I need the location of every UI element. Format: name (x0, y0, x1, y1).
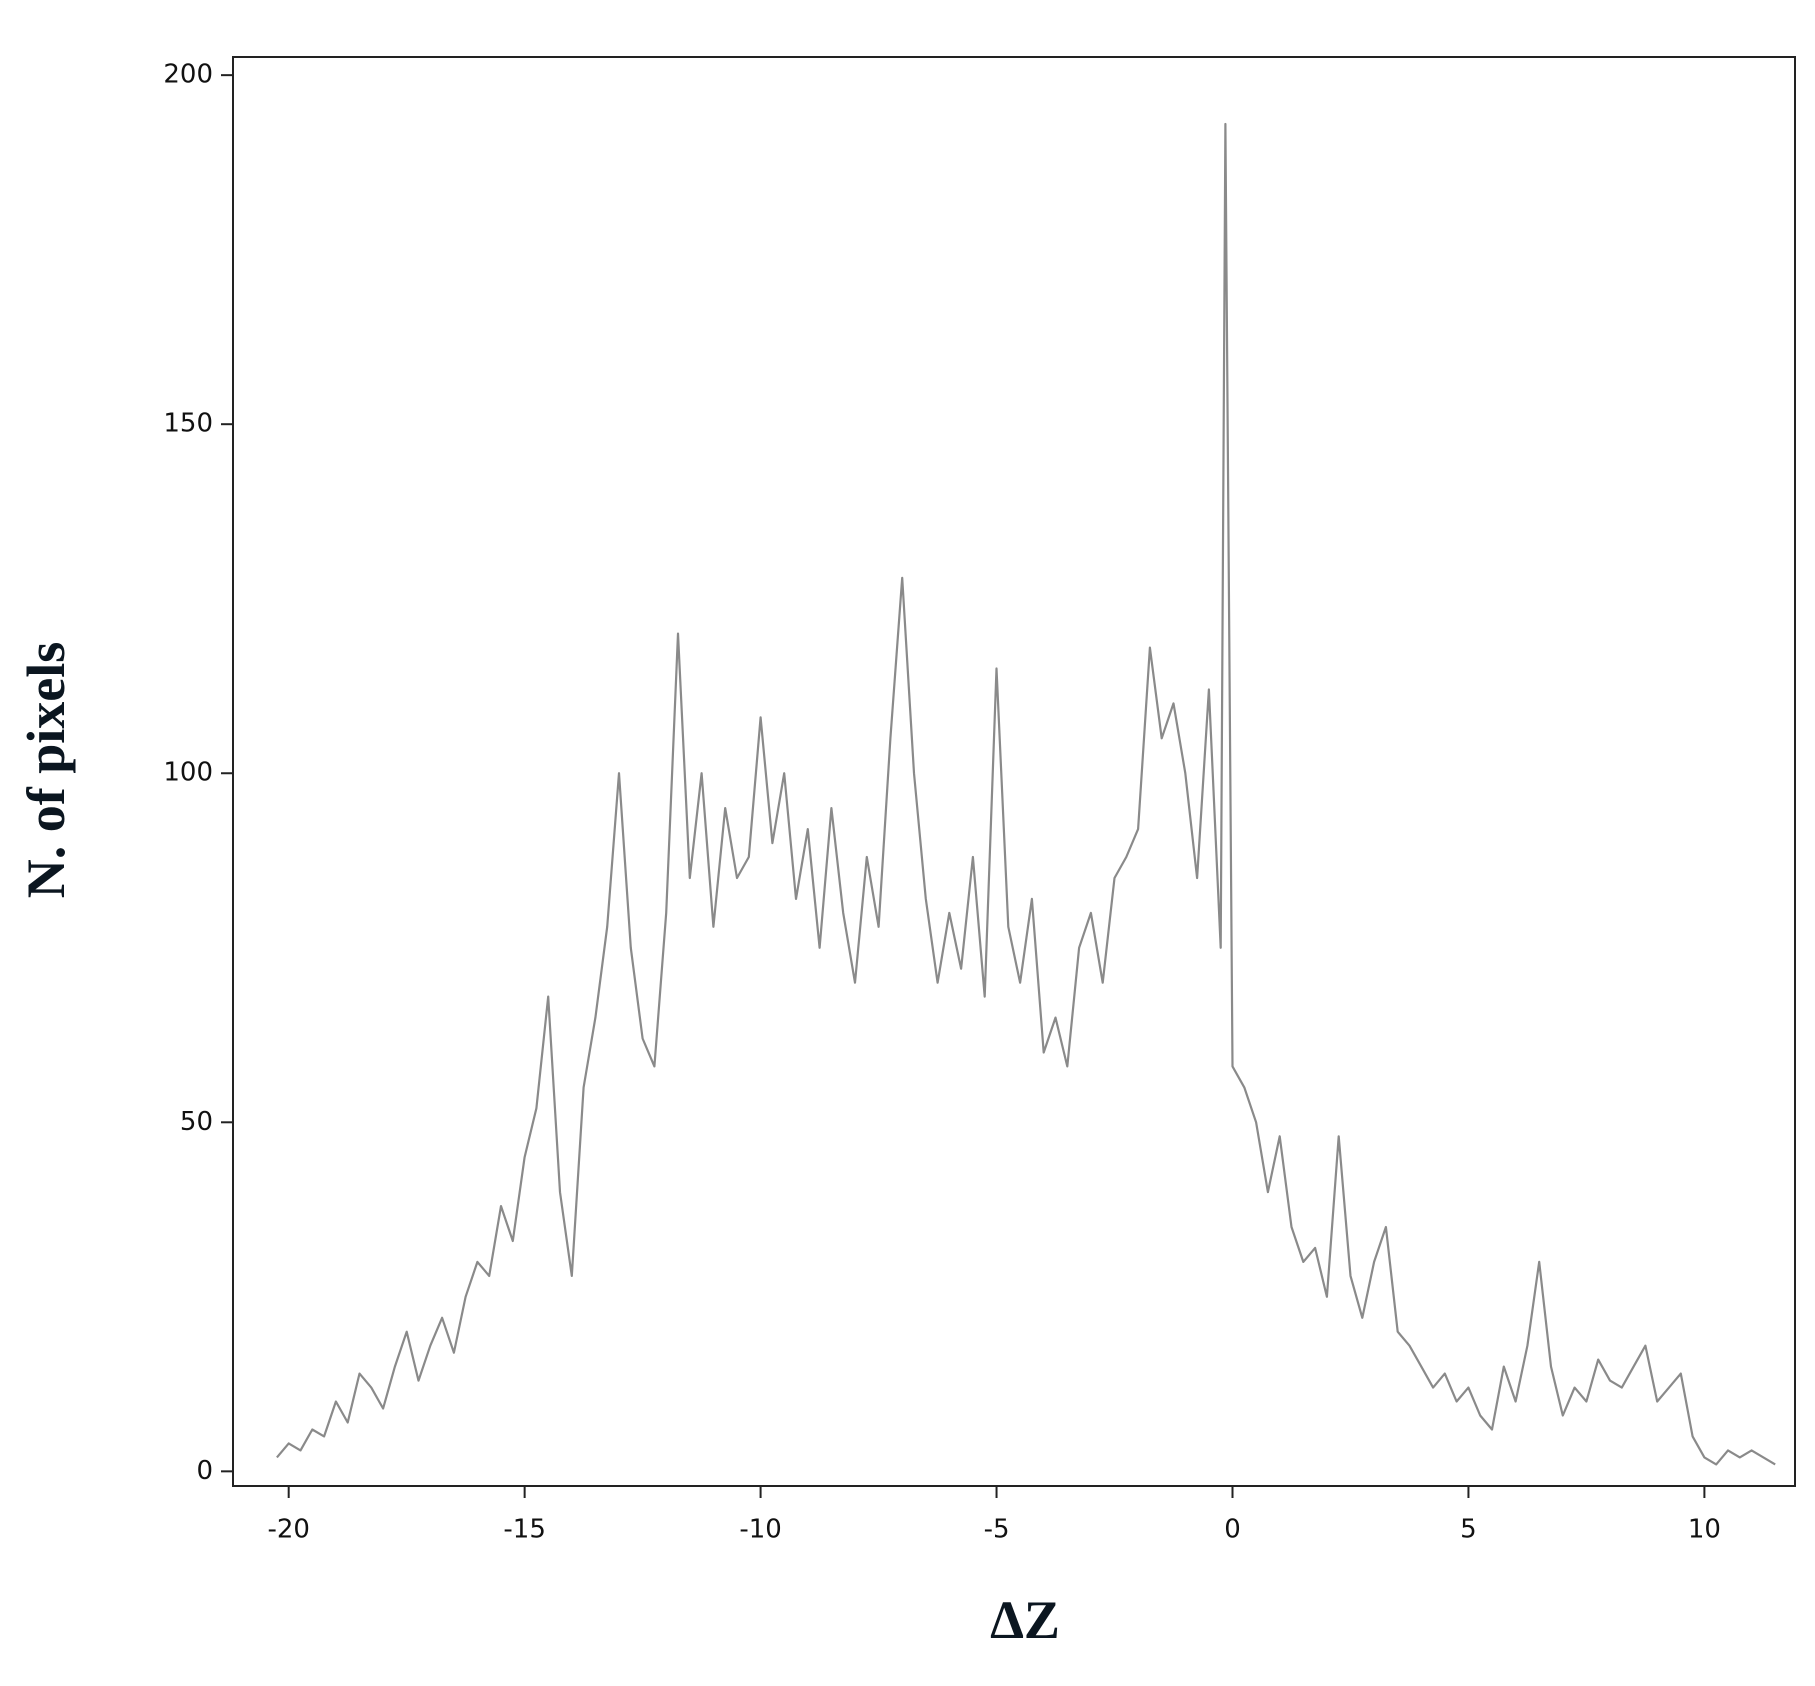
y-tick-label: 100 (163, 758, 213, 788)
y-tick-label: 0 (196, 1456, 213, 1486)
x-tick-label: 0 (1224, 1515, 1241, 1545)
plot-frame (232, 56, 1796, 1487)
x-axis-title: ΔZ (990, 1590, 1060, 1650)
x-tick-label: -20 (267, 1515, 309, 1545)
data-line (276, 122, 1776, 1466)
x-tick-label: 5 (1460, 1515, 1477, 1545)
x-tick-label: -10 (739, 1515, 781, 1545)
x-tick-label: -15 (503, 1515, 545, 1545)
y-tick-label: 200 (163, 60, 213, 90)
x-tick-label: -5 (984, 1515, 1010, 1545)
x-tick-label: 10 (1688, 1515, 1721, 1545)
y-tick-label: 150 (163, 409, 213, 439)
y-axis-title: N. of pixels (16, 642, 76, 899)
y-tick-label: 50 (180, 1107, 213, 1137)
